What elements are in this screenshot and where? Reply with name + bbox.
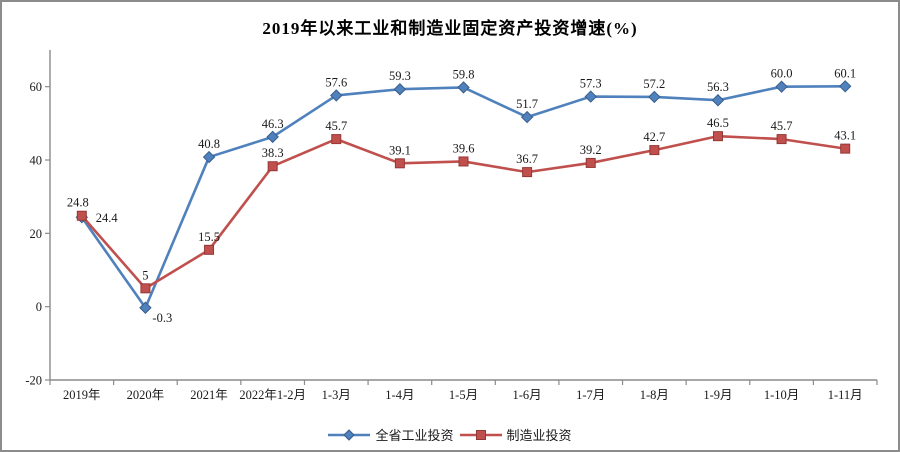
- legend-label-0: 全省工业投资: [375, 428, 454, 443]
- plot-area: -20 0 20 40 60 2019年 2020年 2021年 2022年1-2月 1-3月 1-…: [25, 50, 878, 402]
- series-1-marker: [140, 283, 151, 294]
- y-tick-label: 40: [30, 154, 43, 168]
- x-tick-label: 1-6月: [513, 388, 542, 402]
- series-0-marker: [711, 94, 725, 107]
- series-1-data-label: 42.7: [643, 130, 665, 144]
- series-0-data-label: 60.1: [834, 66, 856, 80]
- y-tick-label: 20: [30, 227, 43, 241]
- series-1-data-label: 45.7: [325, 119, 347, 133]
- y-tick-label: 0: [36, 300, 42, 314]
- x-tick-label: 1-3月: [322, 388, 351, 402]
- series-0-data-label: 24.4: [96, 211, 119, 225]
- x-tick-label: 1-5月: [449, 388, 478, 402]
- series-0-marker: [648, 90, 661, 104]
- series-0-marker: [139, 301, 152, 314]
- legend: 全省工业投资 制造业投资: [2, 425, 898, 444]
- series-1-marker: [522, 167, 533, 178]
- series-1-data-label: 39.6: [453, 141, 475, 155]
- series-1-marker: [840, 143, 851, 154]
- series-0-marker: [838, 80, 852, 93]
- series-0-data-label: 46.3: [262, 117, 284, 131]
- x-tick-label: 1-7月: [576, 388, 605, 402]
- series-0-data-label: 56.3: [707, 80, 729, 94]
- series-0-line: [80, 85, 847, 310]
- legend-item-1: 制造业投资: [459, 425, 572, 444]
- series-0-data-label: 59.3: [389, 69, 411, 83]
- series-0-marker: [457, 81, 470, 94]
- legend-square-icon: [459, 429, 502, 440]
- legend-item-0: 全省工业投资: [328, 425, 454, 444]
- series-1-data-label: 46.5: [707, 116, 729, 130]
- x-tick-label: 1-11月: [828, 388, 863, 402]
- series-1-marker: [458, 156, 469, 167]
- series-0-data-label: 40.8: [198, 137, 220, 151]
- series-0-marker: [775, 80, 788, 93]
- series-1-data-label: 45.7: [771, 119, 793, 133]
- series-1-marker: [394, 158, 405, 169]
- series-1-marker: [585, 157, 596, 168]
- series-1-marker: [776, 134, 787, 145]
- series-1-data-label: 5: [142, 268, 148, 282]
- series-0-data-label: -0.3: [152, 311, 172, 325]
- series-0-marker: [393, 83, 407, 96]
- series-0-data-label: 60.0: [771, 67, 793, 81]
- y-tick-label: 60: [30, 80, 43, 94]
- x-tick-label: 2022年1-2月: [239, 388, 306, 402]
- chart-title: 2019年以来工业和制造业固定资产投资增速(%): [262, 19, 638, 38]
- series-0-data-label: 57.3: [580, 77, 602, 91]
- x-tick-label: 2021年: [190, 388, 228, 402]
- series-1-marker: [267, 161, 278, 172]
- y-tick-label: -20: [25, 374, 42, 388]
- series-1-marker: [204, 244, 215, 255]
- series-1-data-label: 43.1: [834, 129, 856, 143]
- series-1-data-label: 15.5: [198, 230, 220, 244]
- x-tick-label: 1-8月: [640, 388, 669, 402]
- series-0-marker: [520, 110, 534, 124]
- series-1-data-label: 39.1: [389, 143, 411, 157]
- series-0-data-label: 51.7: [516, 97, 538, 111]
- x-tick-label: 1-4月: [385, 388, 414, 402]
- series-1-data-label: 39.2: [580, 143, 602, 157]
- x-tick-label: 1-10月: [764, 388, 799, 402]
- series-1-data-label: 24.8: [67, 196, 89, 210]
- series-1-marker: [331, 134, 342, 145]
- series-1-marker: [76, 210, 87, 221]
- series-0-marker: [330, 89, 343, 102]
- series-1-marker: [712, 131, 723, 142]
- series-0-marker: [584, 90, 597, 103]
- x-tick-label: 2020年: [127, 388, 165, 402]
- series-1-data-label: 38.3: [262, 146, 284, 160]
- legend-diamond-icon: [328, 428, 371, 441]
- legend-label-1: 制造业投资: [506, 428, 572, 443]
- series-0-marker: [266, 130, 279, 144]
- series-0-data-label: 57.2: [643, 77, 665, 91]
- x-tick-label: 1-9月: [703, 388, 732, 402]
- series-1-marker: [649, 145, 660, 156]
- x-tick-label: 2019年: [63, 388, 101, 402]
- series-0-data-label: 57.6: [325, 75, 347, 89]
- series-0-data-label: 59.8: [453, 67, 475, 81]
- series-0-marker: [202, 150, 216, 164]
- series-1-data-label: 36.7: [516, 152, 538, 166]
